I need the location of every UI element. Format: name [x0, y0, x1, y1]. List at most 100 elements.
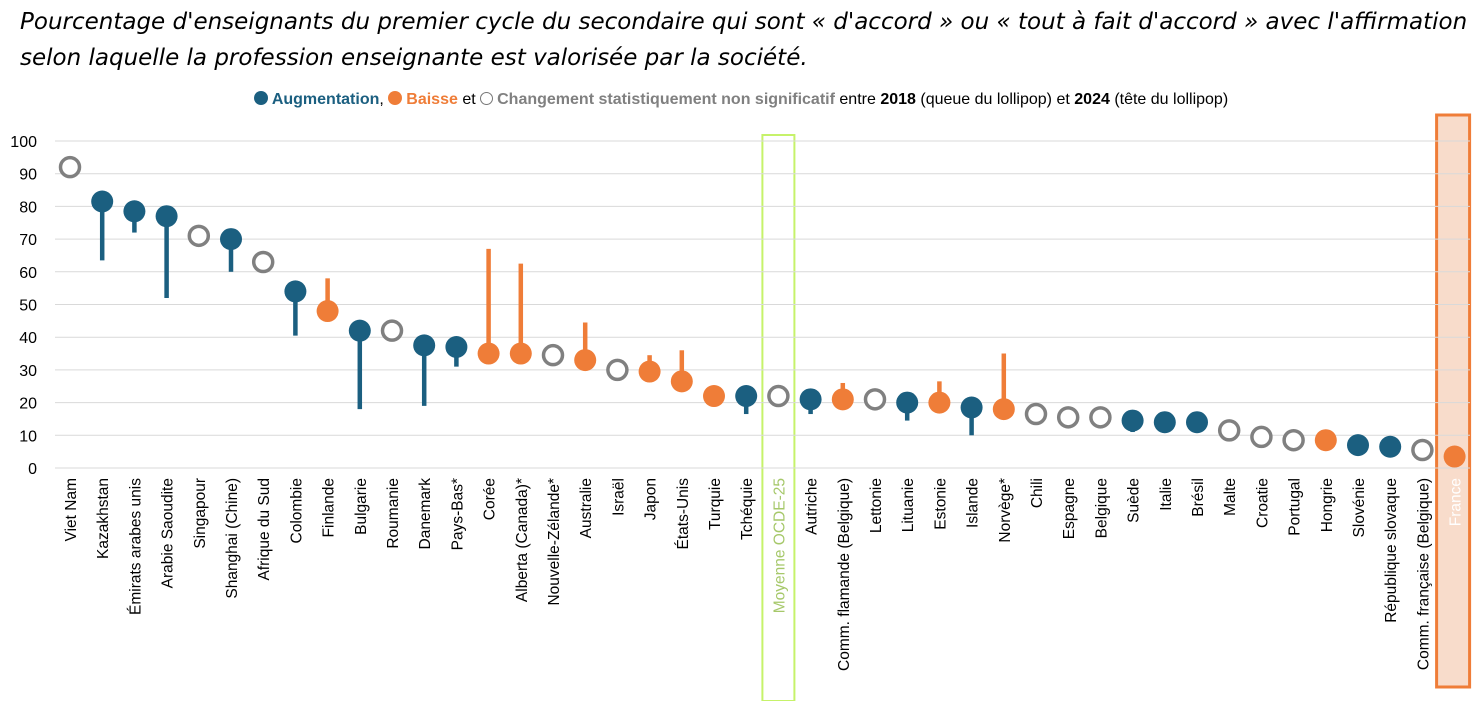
x-category-label: France: [1448, 478, 1465, 526]
x-category-label: Shanghai (Chine): [224, 478, 241, 599]
lollipop-head: [251, 250, 275, 274]
x-category-label: Arabie Saoudite: [160, 478, 177, 588]
x-category-label: Afrique du Sud: [256, 478, 273, 581]
x-category-label: Brésil: [1190, 478, 1207, 517]
x-category-label: Israël: [610, 478, 627, 516]
lollipop-head: [896, 391, 919, 414]
legend-sep: ,: [379, 91, 384, 108]
lollipop-head: [767, 384, 790, 408]
lollipop-head: [91, 190, 114, 213]
lollipop-head: [220, 228, 242, 251]
lollipop-head: [380, 319, 404, 342]
y-tick-label: 20: [19, 396, 37, 413]
x-category-label: Comm. française (Belgique): [1415, 478, 1432, 670]
y-tick-label: 0: [28, 461, 37, 478]
y-tick-label: 100: [10, 134, 37, 151]
lollipop-head: [413, 334, 436, 357]
y-tick-label: 60: [19, 265, 37, 282]
x-category-label: États-Unis: [675, 478, 692, 550]
lollipop-head: [1347, 434, 1369, 457]
lollipop-head: [477, 342, 500, 365]
x-category-label: Comm. flamande (Belgique): [836, 478, 853, 671]
y-tick-label: 50: [19, 298, 37, 315]
x-category-label: Alberta (Canada)*: [514, 478, 531, 602]
y-tick-label: 70: [19, 232, 37, 249]
lollipop-head: [735, 385, 758, 408]
x-category-label: Finlande: [321, 478, 338, 537]
x-category-label: République slovaque: [1383, 478, 1400, 623]
increase-dot-icon: [253, 91, 268, 105]
x-category-label: Australie: [578, 478, 595, 538]
legend-increase-label: Augmentation: [271, 91, 380, 108]
lollipop-head: [606, 358, 629, 382]
lollipop-head: [1411, 438, 1434, 462]
x-category-label: Viet Nam: [63, 478, 80, 541]
lollipop-head: [960, 396, 983, 419]
lollipop-head: [58, 155, 82, 179]
lollipop-head: [1379, 435, 1402, 458]
x-category-label: Japon: [643, 478, 660, 520]
x-category-label: Chili: [1029, 478, 1046, 508]
x-category-label: Hongrie: [1319, 478, 1336, 532]
x-category-label: Turquie: [707, 478, 724, 530]
lollipop-head: [1314, 429, 1337, 452]
lollipop-head: [445, 336, 468, 359]
legend-year-2024: 2024: [1074, 91, 1110, 108]
ns-circle-icon: [480, 92, 494, 105]
lollipop-head: [1121, 409, 1144, 432]
lollipop-head: [1282, 428, 1305, 452]
x-category-label: Colombie: [288, 478, 305, 543]
legend-ns-label: Changement statistiquement non significa…: [497, 91, 835, 108]
oecd-average-highlight: [761, 134, 796, 701]
lollipop-head: [928, 391, 951, 414]
x-category-label: Émirats arabes unis: [127, 478, 144, 615]
lollipop-head: [1443, 445, 1466, 468]
x-category-label: Italie: [1158, 478, 1175, 511]
x-category-label: Singapour: [192, 478, 209, 549]
x-category-label: Espagne: [1061, 478, 1078, 539]
x-category-label: Kazakhstan: [95, 478, 112, 559]
y-tick-label: 10: [19, 428, 37, 445]
lollipop-head: [1250, 425, 1273, 449]
x-category-label: Norvège*: [997, 478, 1014, 543]
lollipop-head: [1024, 402, 1048, 426]
lollipop-head: [1056, 406, 1080, 429]
legend-head-note: (tête du lollipop): [1114, 91, 1229, 108]
chart-legend: Augmentation, Baisse et Changement stati…: [0, 90, 1482, 110]
lollipop-head: [1089, 406, 1112, 429]
legend-and-2: et: [1056, 91, 1070, 108]
x-category-label: Pays-Bas*: [449, 478, 466, 550]
x-category-label: Tchéquie: [739, 478, 756, 540]
lollipop-head: [155, 205, 178, 228]
lollipop-head: [638, 360, 661, 383]
chart-title: Pourcentage d'enseignants du premier cyc…: [20, 9, 1468, 71]
y-tick-label: 80: [19, 199, 37, 216]
lollipop-head: [284, 280, 307, 303]
x-category-label: Danemark: [417, 478, 434, 550]
lollipop-head: [1217, 419, 1241, 442]
x-category-label: Nouvelle-Zélande*: [546, 478, 563, 606]
x-category-label: Lituanie: [900, 478, 917, 532]
x-category-label: Islande: [965, 478, 982, 528]
legend-year-2018: 2018: [880, 91, 916, 108]
lollipop-head: [509, 342, 532, 365]
lollipop-head: [123, 200, 146, 223]
x-category-label: Moyenne OCDE-25: [771, 478, 788, 613]
legend-decrease-label: Baisse: [406, 91, 458, 108]
lollipop-head: [1153, 411, 1176, 434]
lollipop-head: [187, 224, 211, 248]
lollipop-head: [574, 349, 597, 372]
x-category-label: Portugal: [1287, 478, 1304, 536]
lollipop-head: [992, 398, 1015, 421]
legend-and: et: [462, 91, 476, 108]
lollipop-head: [703, 385, 725, 408]
lollipop-head: [1186, 411, 1208, 434]
x-category-label: Lettonie: [868, 478, 885, 533]
lollipop-head: [541, 343, 565, 367]
x-category-label: Bulgarie: [353, 478, 370, 535]
y-tick-label: 30: [19, 363, 37, 380]
france-highlight: [1435, 113, 1472, 689]
x-category-label: Croatie: [1254, 478, 1271, 528]
legend-between: entre: [839, 91, 876, 108]
